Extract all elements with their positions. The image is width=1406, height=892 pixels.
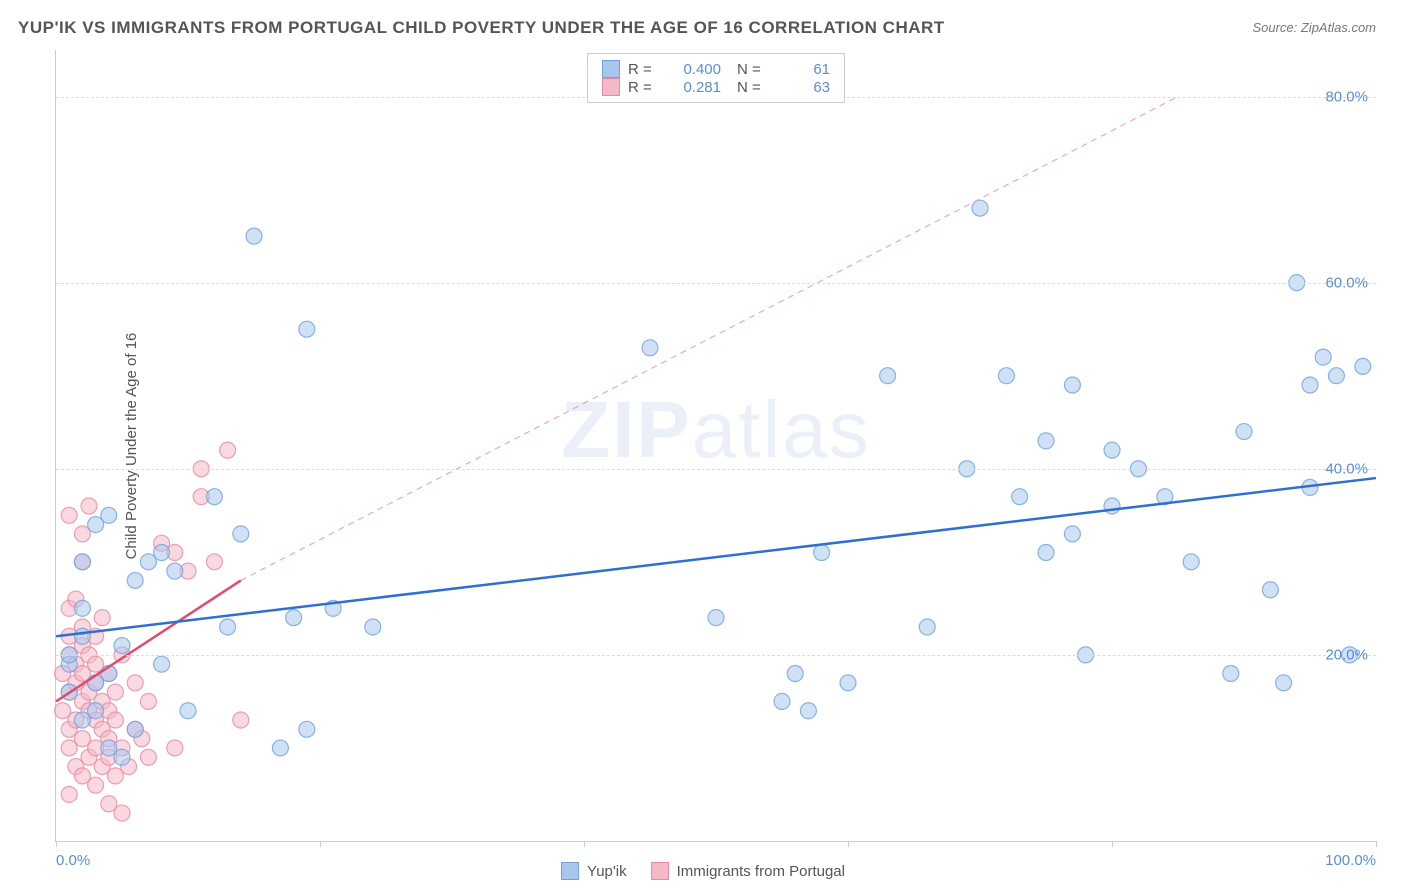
correlation-legend: R = 0.400 N = 61 R = 0.281 N = 63	[587, 53, 845, 103]
y-tick-label: 40.0%	[1325, 460, 1368, 477]
x-tick	[1112, 841, 1113, 847]
x-tick	[56, 841, 57, 847]
y-tick-label: 60.0%	[1325, 274, 1368, 291]
n-value-yupik: 61	[775, 61, 830, 78]
source-attribution: Source: ZipAtlas.com	[1252, 20, 1376, 35]
legend-label-yupik: Yup'ik	[587, 863, 627, 880]
chart-title: YUP'IK VS IMMIGRANTS FROM PORTUGAL CHILD…	[18, 18, 945, 38]
legend-item-portugal: Immigrants from Portugal	[651, 862, 845, 880]
y-tick-label: 80.0%	[1325, 88, 1368, 105]
legend-row-portugal: R = 0.281 N = 63	[602, 78, 830, 96]
x-axis-min-label: 0.0%	[56, 852, 90, 869]
r-value-portugal: 0.281	[666, 79, 721, 96]
x-tick	[584, 841, 585, 847]
legend-label-portugal: Immigrants from Portugal	[677, 863, 845, 880]
chart-plot-area: ZIPatlas R = 0.400 N = 61 R = 0.281 N = …	[55, 50, 1376, 842]
swatch-portugal-bottom	[651, 862, 669, 880]
x-axis-max-label: 100.0%	[1325, 852, 1376, 869]
x-tick	[320, 841, 321, 847]
legend-row-yupik: R = 0.400 N = 61	[602, 60, 830, 78]
x-tick	[848, 841, 849, 847]
x-tick	[1376, 841, 1377, 847]
swatch-yupik-bottom	[561, 862, 579, 880]
gridline-h	[56, 655, 1376, 656]
gridline-h	[56, 283, 1376, 284]
swatch-yupik	[602, 60, 620, 78]
legend-item-yupik: Yup'ik	[561, 862, 627, 880]
gridline-h	[56, 469, 1376, 470]
y-tick-label: 20.0%	[1325, 646, 1368, 663]
r-value-yupik: 0.400	[666, 61, 721, 78]
n-value-portugal: 63	[775, 79, 830, 96]
series-legend: Yup'ik Immigrants from Portugal	[561, 862, 845, 880]
scatter-svg	[56, 50, 1376, 841]
swatch-portugal	[602, 78, 620, 96]
